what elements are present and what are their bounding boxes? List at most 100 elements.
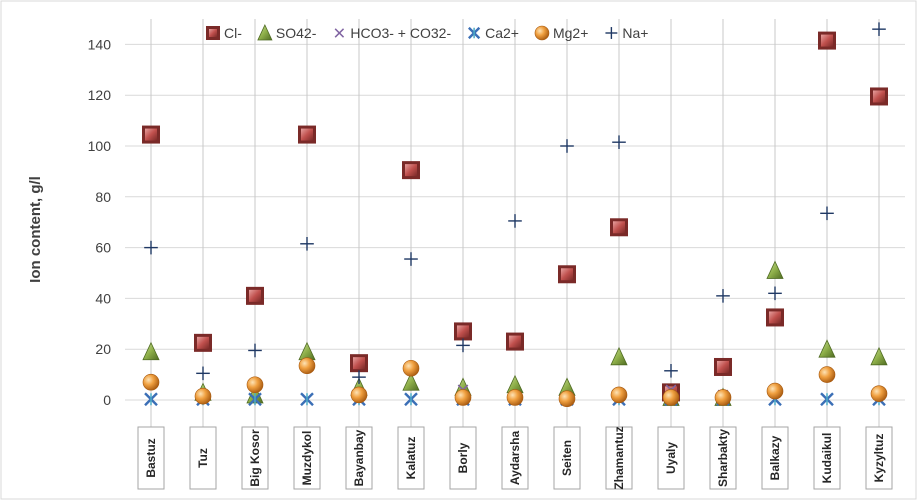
data-point (870, 346, 888, 366)
y-tick-label: 100 (88, 138, 112, 154)
data-point (144, 240, 158, 255)
data-point (142, 125, 160, 144)
y-tick-label: 140 (88, 36, 112, 52)
category-label: Kudaikul (820, 433, 834, 484)
legend-marker-plus-icon (605, 27, 618, 39)
legend-marker-square-icon (206, 26, 220, 40)
y-axis-label: Ion content, g/l (27, 176, 44, 283)
y-tick-label: 40 (95, 290, 111, 306)
data-point (714, 389, 732, 406)
category-label: Kyzyltuz (872, 434, 886, 483)
category-label-box (449, 426, 477, 490)
legend-item: Ca2+ (468, 25, 519, 41)
category-label-box (137, 426, 165, 490)
data-point (454, 389, 472, 406)
data-point (508, 214, 522, 228)
data-point (402, 161, 420, 180)
data-point (350, 354, 368, 373)
data-point (612, 135, 626, 149)
category-label-box (657, 426, 685, 490)
category-label: Muzdykol (300, 431, 314, 486)
category-label: Bayanbay (352, 429, 366, 486)
data-point (402, 359, 420, 377)
data-point (142, 341, 160, 361)
legend-item: HCO3- + CO32- (334, 25, 451, 41)
data-point (716, 289, 730, 303)
legend-label: Na+ (622, 25, 648, 41)
legend-marker-star-icon (468, 26, 481, 40)
data-point (144, 392, 158, 407)
data-point (298, 357, 316, 375)
category-label: Tuz (196, 448, 210, 468)
data-point (818, 366, 836, 383)
y-tick-label: 20 (95, 341, 111, 357)
data-point (300, 392, 314, 407)
data-point (818, 339, 836, 358)
data-point (664, 363, 678, 378)
category-label: Big Kosor (248, 429, 262, 487)
data-point (610, 386, 628, 404)
data-point (714, 357, 732, 376)
category-label-box (501, 426, 529, 490)
y-tick-label: 60 (95, 240, 111, 256)
category-label-box (397, 426, 425, 490)
category-label: Balkazy (768, 435, 782, 480)
data-point (820, 206, 834, 221)
data-point (246, 376, 264, 394)
category-labels: Bastuz Tuz Big Kosor Muzdykol Bayanbay Kalatu… (137, 426, 893, 490)
category-label-box (553, 426, 581, 490)
data-point (196, 366, 210, 381)
legend-label: Mg2+ (553, 25, 588, 41)
legend-label: SO42- (276, 25, 317, 41)
data-point (662, 389, 680, 406)
category-label-box (293, 426, 321, 490)
data-point (506, 389, 524, 406)
category-label-box (189, 426, 217, 490)
legend-item: Na+ (605, 25, 648, 41)
data-point (558, 265, 576, 284)
data-point (766, 382, 784, 400)
data-point (298, 341, 316, 361)
category-label-box (605, 426, 633, 490)
data-point (506, 332, 524, 351)
category-label-box (345, 426, 373, 490)
category-label: Seiten (560, 440, 574, 476)
series-Mg2+ (142, 357, 888, 408)
data-point (560, 139, 574, 153)
data-point (248, 343, 262, 358)
category-label: Kalatuz (404, 437, 418, 480)
data-point (142, 373, 160, 391)
data-point (766, 308, 784, 327)
data-point (820, 392, 834, 407)
data-point (558, 390, 576, 408)
legend: Cl- SO42- HCO3- + CO32- Ca2+ Mg2+ Na+ (206, 24, 648, 41)
data-point (298, 125, 316, 144)
data-point (456, 338, 470, 353)
category-label: Borly (456, 442, 470, 473)
data-point (870, 87, 888, 106)
data-point (610, 218, 628, 237)
y-axis: 0 20 40 60 80 100 120 140 (88, 36, 112, 408)
y-tick-label: 120 (88, 87, 112, 103)
data-point (248, 392, 262, 407)
category-label: Aydarsha (508, 431, 522, 486)
data-point (610, 346, 628, 366)
data-point (768, 286, 782, 301)
category-label-box (709, 426, 737, 490)
legend-label: Cl- (224, 25, 242, 41)
category-label: Zhamantuz (612, 426, 626, 489)
data-marks (142, 22, 888, 408)
data-point (300, 236, 314, 251)
legend-item: Cl- (206, 25, 242, 41)
legend-marker-x-icon (334, 28, 345, 38)
data-point (194, 333, 212, 352)
data-point (454, 322, 472, 341)
data-point (246, 286, 264, 305)
y-tick-label: 0 (103, 392, 111, 408)
category-label-box (761, 426, 789, 490)
data-point (872, 22, 886, 36)
data-point (352, 370, 366, 384)
category-label-box (813, 426, 841, 490)
